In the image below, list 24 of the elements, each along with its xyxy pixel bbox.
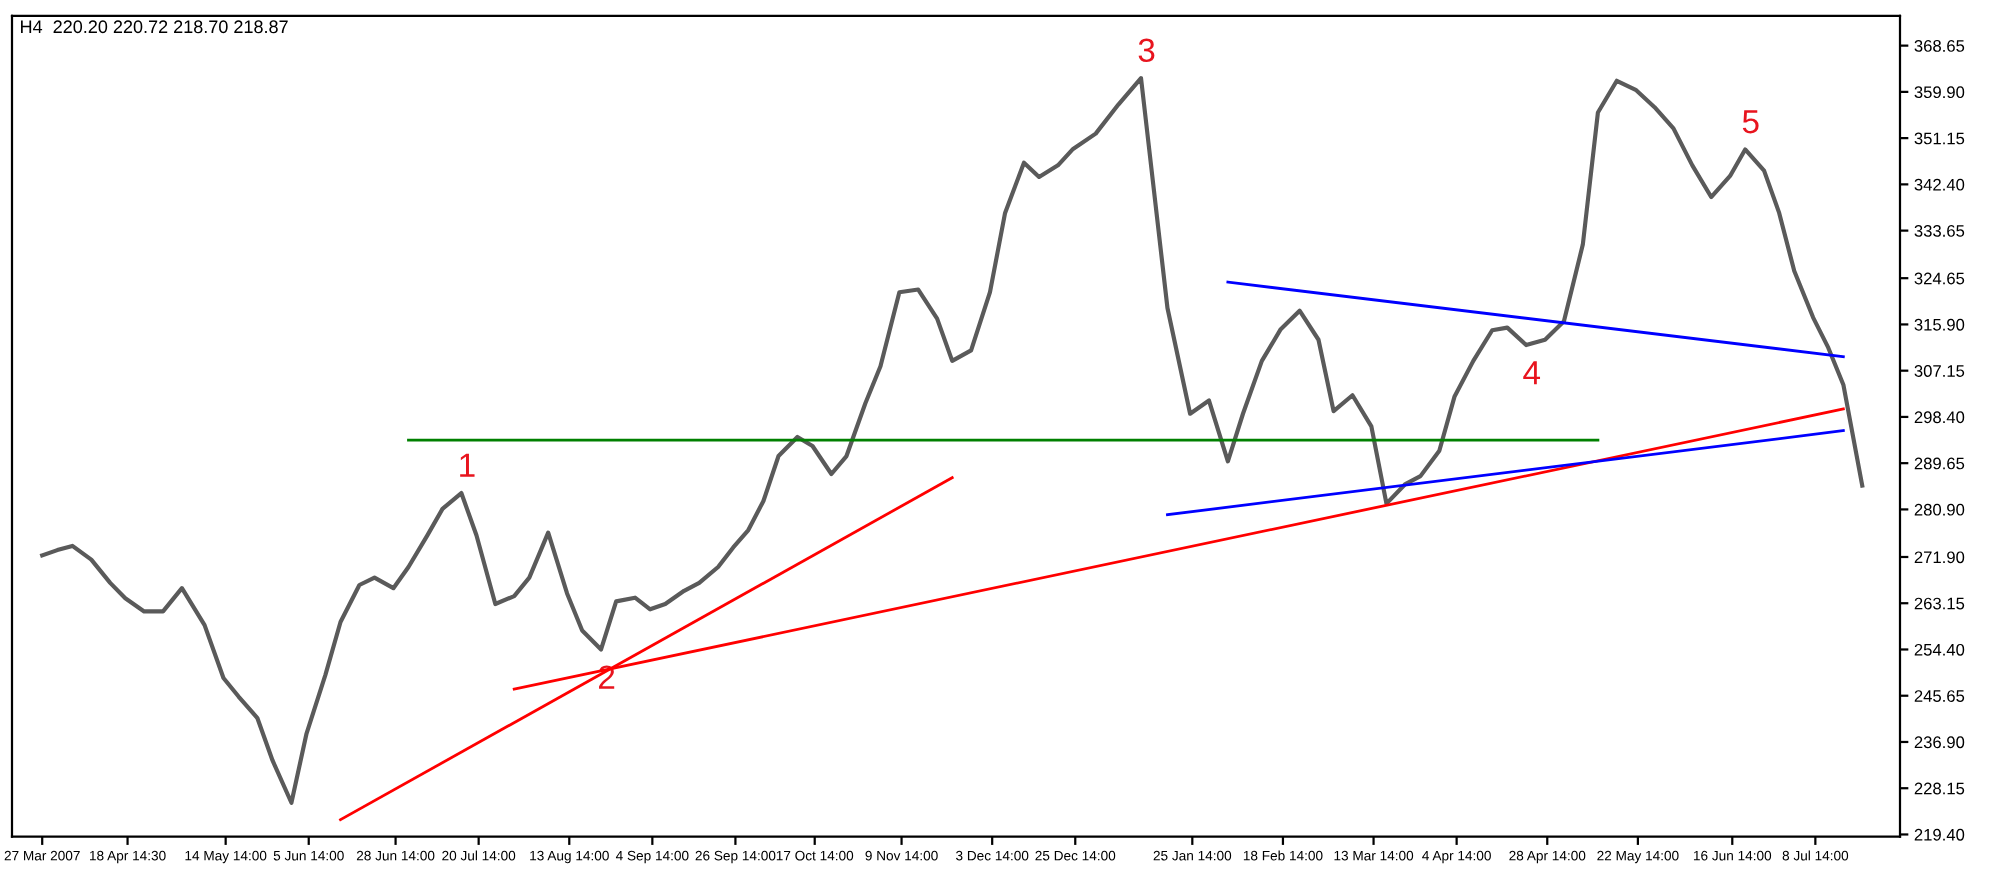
- line-series: [40, 76, 1865, 805]
- y-tick-label: 315.90: [1914, 318, 1965, 331]
- y-tick-label: 368.65: [1914, 40, 1965, 52]
- y-tick-label: 263.15: [1914, 597, 1965, 610]
- y-tick-label: 333.65: [1914, 225, 1965, 237]
- y-tick-label: 271.90: [1914, 551, 1965, 564]
- y-tick-label: 245.65: [1914, 690, 1965, 702]
- annotation: 4: [1523, 361, 1541, 385]
- annotation: 1: [460, 453, 475, 477]
- y-tick-label: 228.15: [1914, 782, 1965, 795]
- y-tick-label: 307.15: [1914, 365, 1965, 377]
- y-tick-label: 298.40: [1914, 411, 1965, 424]
- annotation: 3: [1138, 38, 1155, 63]
- y-tick-label: 342.40: [1914, 178, 1965, 191]
- y-tick-label: 254.40: [1914, 643, 1965, 656]
- annotation: 5: [1742, 110, 1759, 134]
- y-tick-label: 280.90: [1914, 503, 1965, 516]
- y-tick-label: 236.90: [1914, 736, 1965, 749]
- chart-title: H4 220.20 220.72 218.70 218.87: [21, 20, 288, 34]
- y-tick-label: 359.90: [1914, 86, 1965, 99]
- y-tick-label: 219.40: [1914, 828, 1965, 841]
- y-tick-label: 289.65: [1914, 457, 1965, 470]
- y-tick-label: 324.65: [1914, 272, 1965, 285]
- y-tick-label: 351.15: [1914, 132, 1965, 145]
